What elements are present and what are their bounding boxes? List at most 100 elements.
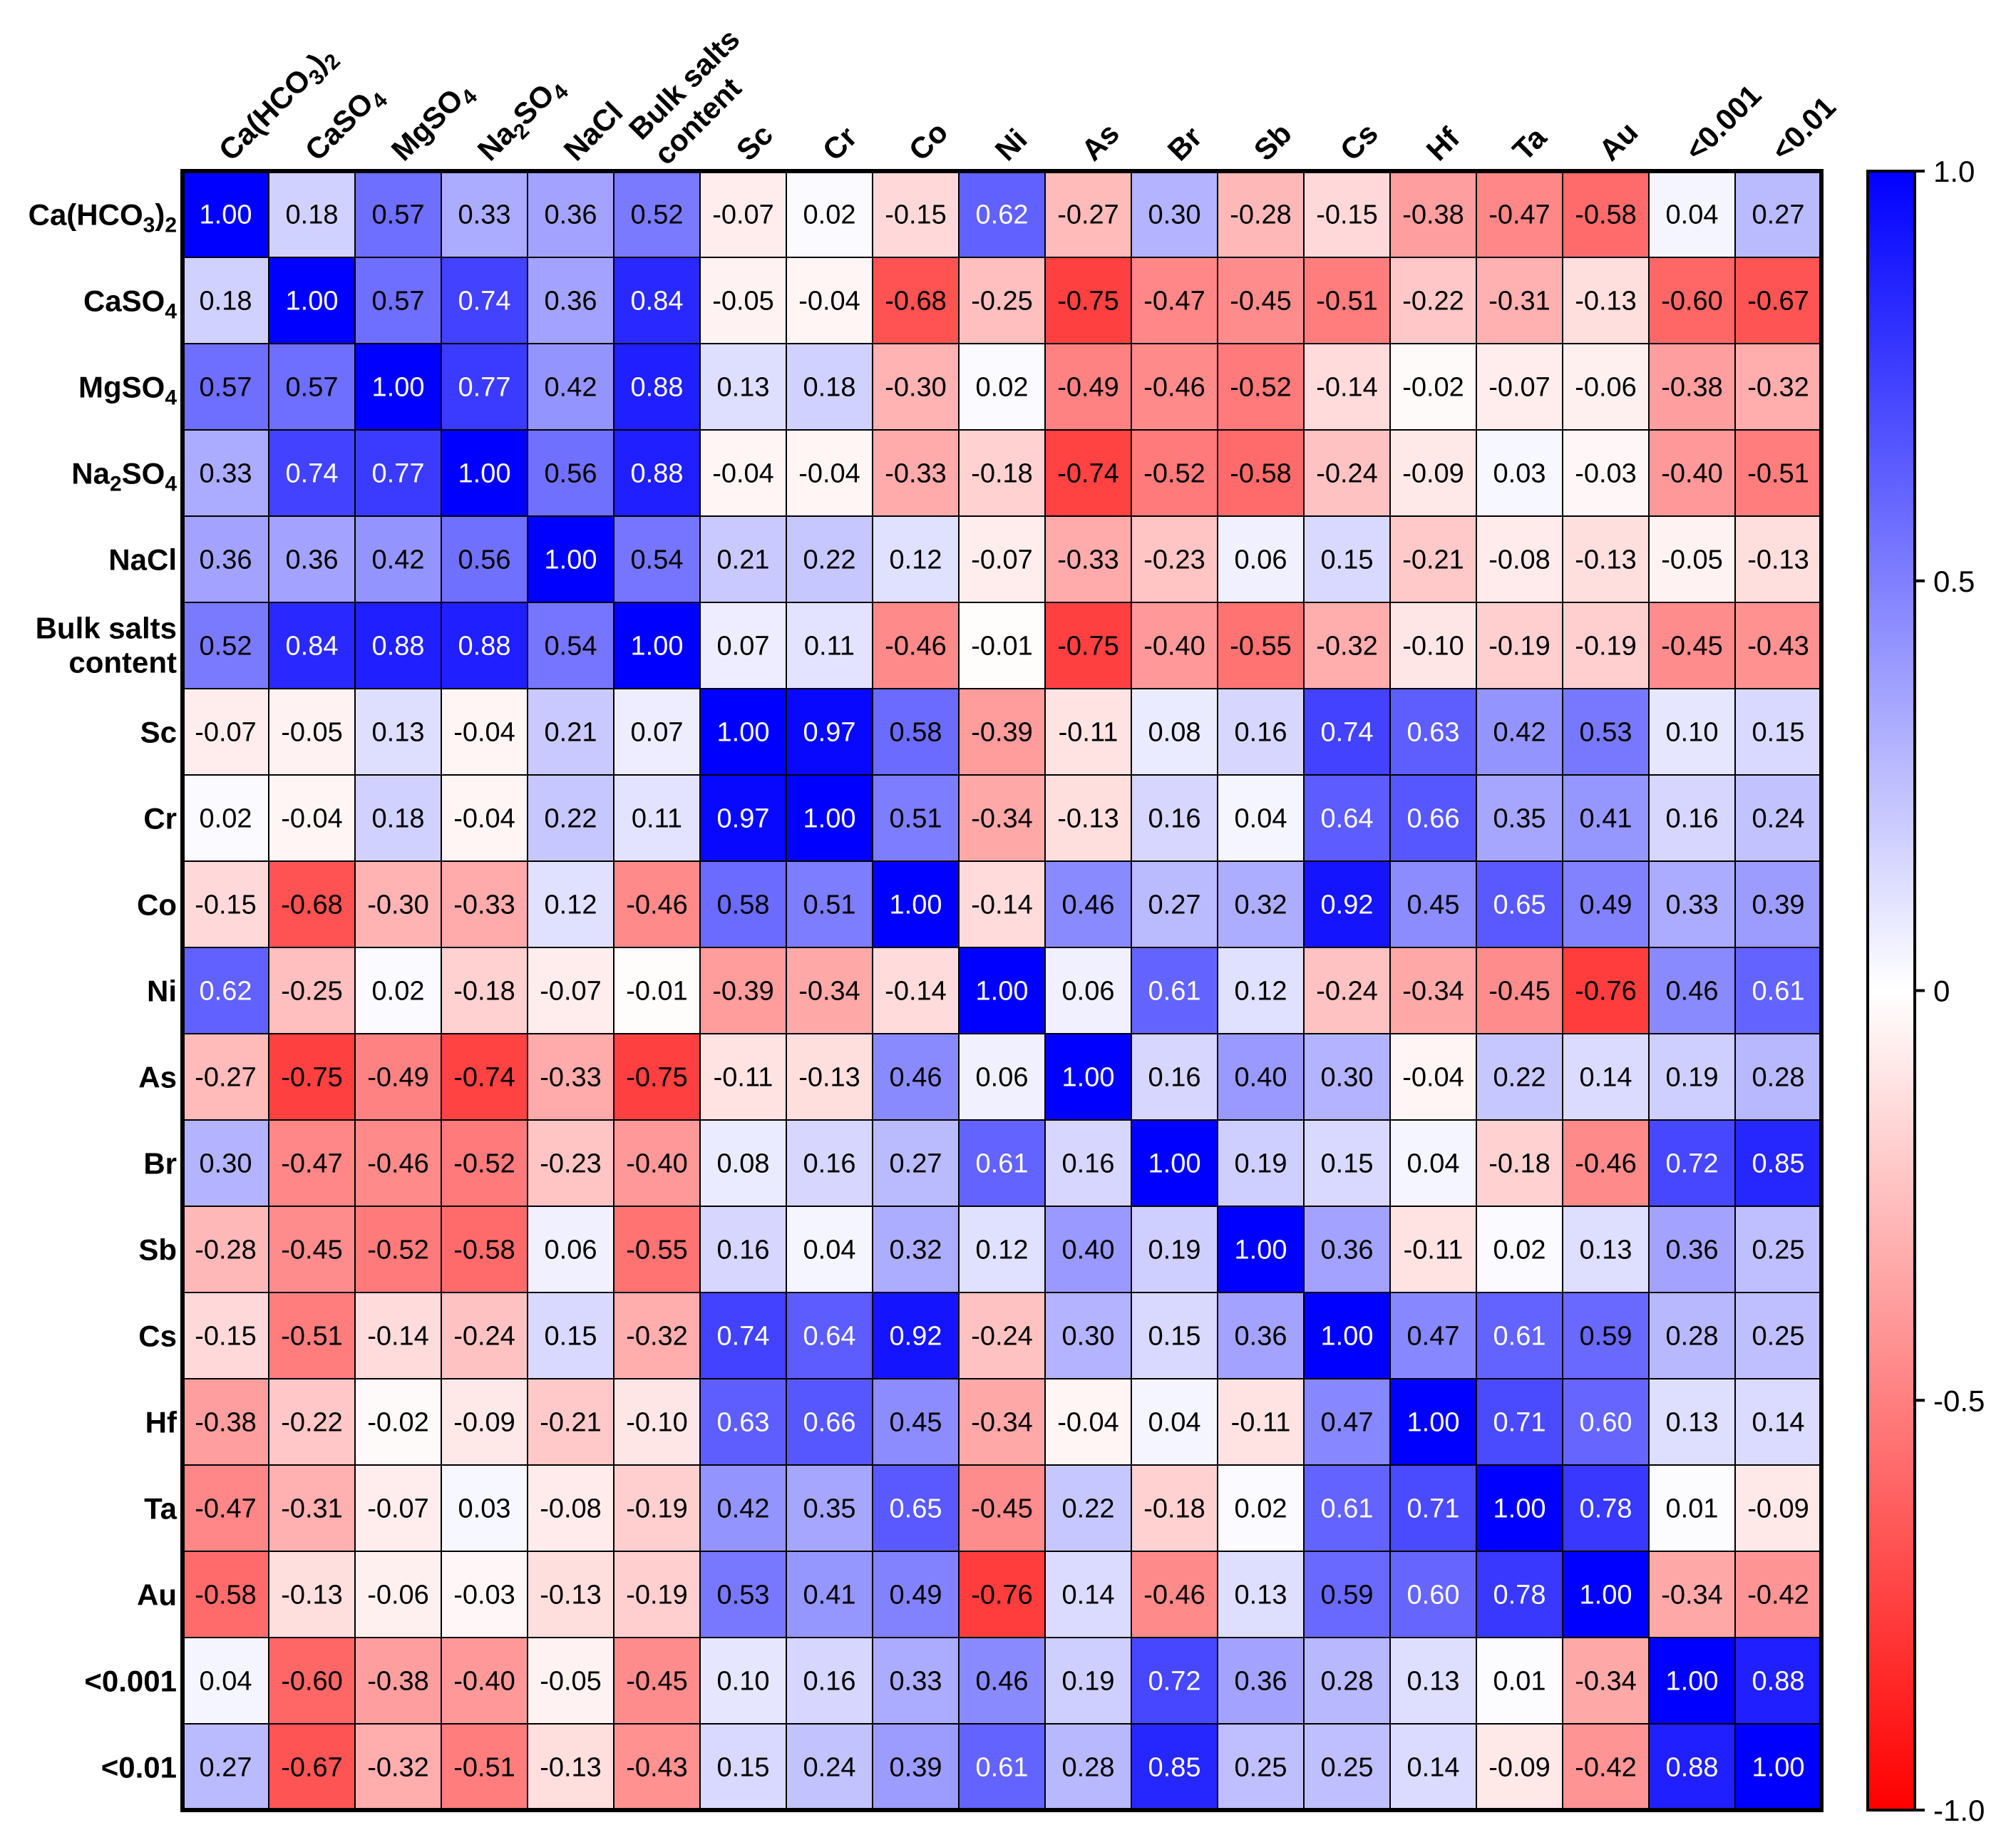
- heatmap-cell: [1476, 1033, 1563, 1121]
- label-text: ): [155, 198, 165, 232]
- cell-value-label: -0.51: [1747, 459, 1809, 489]
- heatmap-cell: [1044, 1637, 1132, 1725]
- cell-value-label: -0.11: [1231, 1408, 1291, 1438]
- column-label: CaSO4: [299, 86, 393, 167]
- cell-value-label: 0.77: [458, 373, 511, 403]
- cell-value-label: 0.78: [1493, 1581, 1546, 1610]
- cell-value-label: 0.72: [1666, 1149, 1719, 1179]
- heatmap-cell: [958, 947, 1046, 1034]
- heatmap-cells: 1.00 0.18 0.57 0.33 0.36 0.52 -0.07 0.02 -0.15 0.…: [180, 169, 1824, 1812]
- cell-value-label: -0.09: [1488, 1753, 1550, 1783]
- cell-value-label: -0.52: [1230, 373, 1292, 403]
- cell-value-label: 0.02: [1235, 1494, 1287, 1524]
- cell-value-label: -0.14: [971, 890, 1033, 920]
- cell-value-label: -0.45: [1661, 632, 1723, 662]
- cell-value-label: -0.04: [798, 287, 860, 317]
- heatmap-cell: [1303, 1551, 1391, 1638]
- row-label: content: [68, 646, 177, 679]
- heatmap-cell: [872, 1464, 960, 1552]
- cell-value-label: 0.36: [1235, 1322, 1287, 1352]
- cell-value-label: 0.42: [545, 373, 597, 403]
- column-label: Hf: [1420, 120, 1466, 167]
- cell-value-label: -0.47: [1143, 287, 1205, 317]
- cell-value-label: 0.14: [1580, 1063, 1632, 1093]
- cell-value-label: 0.06: [976, 1063, 1029, 1093]
- cell-value-label: -0.75: [1057, 287, 1119, 317]
- cell-value-label: -0.33: [885, 459, 947, 489]
- cell-value-label: 1.00: [200, 200, 252, 230]
- heatmap-cell: [441, 1033, 528, 1121]
- label-text: Sb: [138, 1233, 177, 1267]
- cell-value-label: -0.67: [281, 1753, 343, 1783]
- cell-value-label: -0.47: [195, 1494, 257, 1524]
- column-label: Au: [1593, 115, 1645, 168]
- cell-value-label: -0.13: [1575, 545, 1637, 575]
- cell-value-label: 0.64: [803, 1322, 856, 1352]
- cell-value-label: 0.12: [545, 890, 597, 920]
- heatmap-cell: [872, 774, 960, 862]
- column-label-text: <0.001: [1679, 78, 1768, 167]
- cell-value-label: -0.75: [281, 1063, 343, 1093]
- heatmap-cell: [1734, 1551, 1822, 1638]
- heatmap-cell: [1131, 688, 1218, 776]
- cell-value-label: 0.13: [1580, 1235, 1632, 1265]
- cell-value-label: 0.92: [1321, 890, 1374, 920]
- heatmap-cell: [1389, 429, 1477, 517]
- cell-value-label: -0.40: [1661, 459, 1723, 489]
- heatmap-cell: [1044, 1292, 1132, 1379]
- heatmap-cell: [613, 257, 701, 344]
- heatmap-cell: [1131, 1637, 1218, 1725]
- heatmap-cell: [613, 170, 701, 258]
- heatmap-cell: [182, 515, 269, 603]
- heatmap-cell: [1044, 515, 1132, 603]
- heatmap-cell: [1476, 860, 1563, 948]
- heatmap-cell: [527, 947, 614, 1034]
- cell-value-label: -0.51: [1316, 287, 1378, 317]
- heatmap-cell: [268, 774, 356, 862]
- cell-value-label: 0.33: [458, 200, 511, 230]
- cell-value-label: -0.34: [971, 1408, 1033, 1438]
- heatmap-cell: [699, 343, 787, 431]
- heatmap-cell: [1734, 1033, 1822, 1121]
- cell-value-label: 0.32: [1235, 890, 1287, 920]
- heatmap-cell: [1476, 1551, 1563, 1638]
- cell-value-label: -0.11: [1404, 1235, 1464, 1265]
- column-label-text: MgSO4: [385, 73, 483, 171]
- heatmap-cell: [1648, 1033, 1736, 1121]
- column-label-text: Cs: [1334, 116, 1384, 167]
- heatmap-cell: [1044, 343, 1132, 431]
- cell-value-label: 0.49: [890, 1581, 942, 1610]
- cell-value-label: 0.36: [200, 545, 252, 575]
- cell-value-label: 0.16: [803, 1149, 856, 1179]
- cell-value-label: 0.42: [717, 1494, 770, 1524]
- cell-value-label: -0.32: [1316, 632, 1378, 662]
- cell-value-label: -0.76: [971, 1581, 1033, 1610]
- cell-value-label: 0.12: [890, 545, 942, 575]
- heatmap-cell: [1303, 1292, 1391, 1379]
- label-text: MgSO: [78, 371, 165, 404]
- cell-value-label: -0.03: [453, 1581, 515, 1610]
- heatmap-cell: [268, 602, 356, 689]
- cell-value-label: 0.03: [458, 1494, 511, 1524]
- label-subscript: 2: [110, 473, 122, 496]
- cell-value-label: -0.07: [971, 545, 1033, 575]
- cell-value-label: 0.72: [1148, 1667, 1201, 1697]
- cell-value-label: 0.13: [1235, 1581, 1287, 1610]
- cell-value-label: 0.14: [1407, 1753, 1460, 1783]
- cell-value-label: 0.56: [458, 545, 511, 575]
- heatmap-cell: [527, 515, 614, 603]
- cell-value-label: 0.19: [1666, 1063, 1719, 1093]
- cell-value-label: -0.19: [626, 1494, 688, 1524]
- cell-value-label: -0.18: [971, 459, 1033, 489]
- cell-value-label: 0.46: [976, 1667, 1029, 1697]
- cell-value-label: -0.67: [1747, 287, 1809, 317]
- heatmap-cell: [958, 170, 1046, 258]
- cell-value-label: 1.00: [1752, 1753, 1805, 1783]
- heatmap-cell: [1131, 429, 1218, 517]
- cell-value-label: -0.05: [281, 718, 343, 748]
- heatmap-cell: [699, 1723, 787, 1811]
- row-label: Hf: [145, 1406, 178, 1439]
- heatmap-cell: [1476, 1378, 1563, 1466]
- row-label: Br: [143, 1147, 177, 1181]
